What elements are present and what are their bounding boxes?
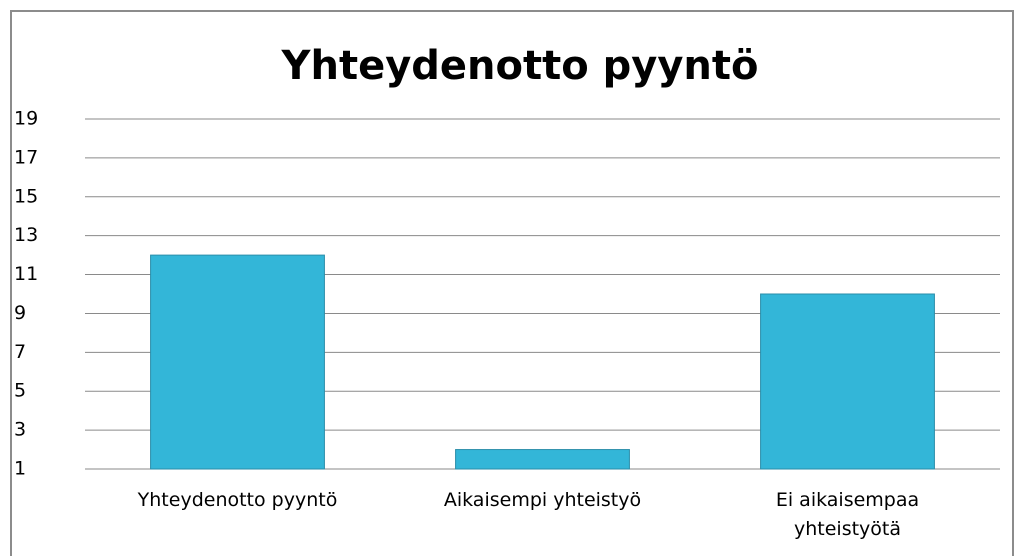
chart-title: Yhteydenotto pyyntö xyxy=(281,43,759,89)
bar xyxy=(455,449,630,470)
bar xyxy=(760,293,935,470)
y-tick-label: 1 xyxy=(14,458,26,480)
y-tick-label: 5 xyxy=(14,380,26,402)
y-tick-label: 17 xyxy=(14,146,38,168)
x-tick-label: Yhteydenotto pyyntö xyxy=(137,489,338,511)
y-tick-label: 11 xyxy=(14,263,38,285)
y-tick-label: 9 xyxy=(14,302,26,324)
y-tick-label: 3 xyxy=(14,419,26,441)
bar xyxy=(150,254,325,470)
y-tick-label: 15 xyxy=(14,185,38,207)
y-tick-label: 13 xyxy=(14,224,38,246)
chart-frame xyxy=(10,10,1014,556)
y-tick-label: 19 xyxy=(14,108,38,130)
x-tick-label: Ei aikaisempaa yhteistyötä xyxy=(775,489,920,540)
x-tick-label: Aikaisempi yhteistyö xyxy=(443,489,642,511)
y-tick-label: 7 xyxy=(14,341,26,363)
